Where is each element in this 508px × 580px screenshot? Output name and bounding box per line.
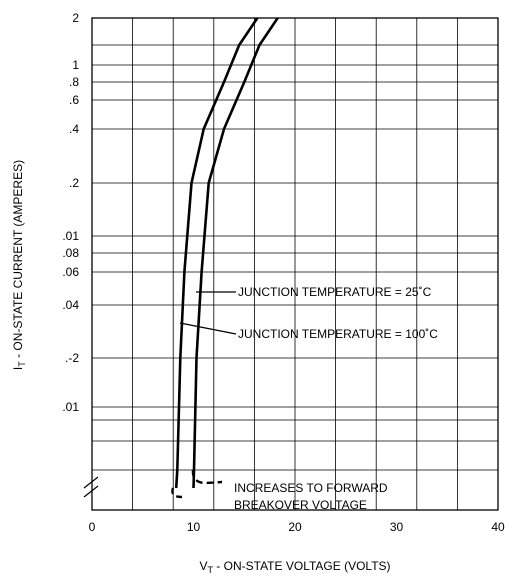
annotation-25c: JUNCTION TEMPERATURE = 25˚C <box>238 285 432 299</box>
dashed-continuation-25c <box>191 469 223 485</box>
annotations: JUNCTION TEMPERATURE = 25˚C JUNCTION TEMP… <box>179 285 438 512</box>
x-tick-label: 20 <box>288 520 302 534</box>
y-axis-label: IT - ON-STATE CURRENT (AMPERES) <box>11 160 27 370</box>
y-tick-label: .4 <box>69 122 79 136</box>
y-tick-label: .01 <box>62 400 79 414</box>
x-axis-label: VT - ON-STATE VOLTAGE (VOLTS) <box>199 559 390 575</box>
annotation-breakover-line1: INCREASES TO FORWARD <box>234 481 388 495</box>
y-tick-label: .2 <box>69 176 79 190</box>
y-tick-labels: 2 1 .8 .6 .4 .2 .01 .08 .06 .04 .-2 .01 <box>62 11 79 414</box>
plot-frame <box>91 17 499 511</box>
y-tick-label: .06 <box>62 265 79 279</box>
y-tick-label: .01 <box>62 229 79 243</box>
annotation-breakover-line2: BREAKOVER VOLTAGE <box>234 498 367 512</box>
y-tick-label: .-2 <box>65 351 79 365</box>
x-tick-labels: 0 10 20 30 40 <box>89 520 505 534</box>
annotation-100c: JUNCTION TEMPERATURE = 100˚C <box>238 327 438 341</box>
x-tick-label: 30 <box>390 520 404 534</box>
y-tick-label: .6 <box>69 93 79 107</box>
y-tick-label: 2 <box>72 11 79 25</box>
grid <box>92 18 498 510</box>
dashed-continuation-100c <box>171 487 183 499</box>
x-tick-label: 40 <box>491 520 505 534</box>
y-tick-label: .04 <box>62 298 79 312</box>
leader-line-100c <box>179 322 237 335</box>
axis-breaks <box>83 476 99 498</box>
y-axis-break-mark <box>83 476 99 498</box>
series-line-25c <box>192 17 279 489</box>
y-tick-label: .08 <box>62 246 79 260</box>
series-lines <box>171 17 279 499</box>
y-tick-label: .8 <box>69 75 79 89</box>
x-tick-label: 10 <box>187 520 201 534</box>
series-line-100c <box>174 17 259 489</box>
x-tick-label: 0 <box>89 520 96 534</box>
y-tick-label: 1 <box>72 58 79 72</box>
